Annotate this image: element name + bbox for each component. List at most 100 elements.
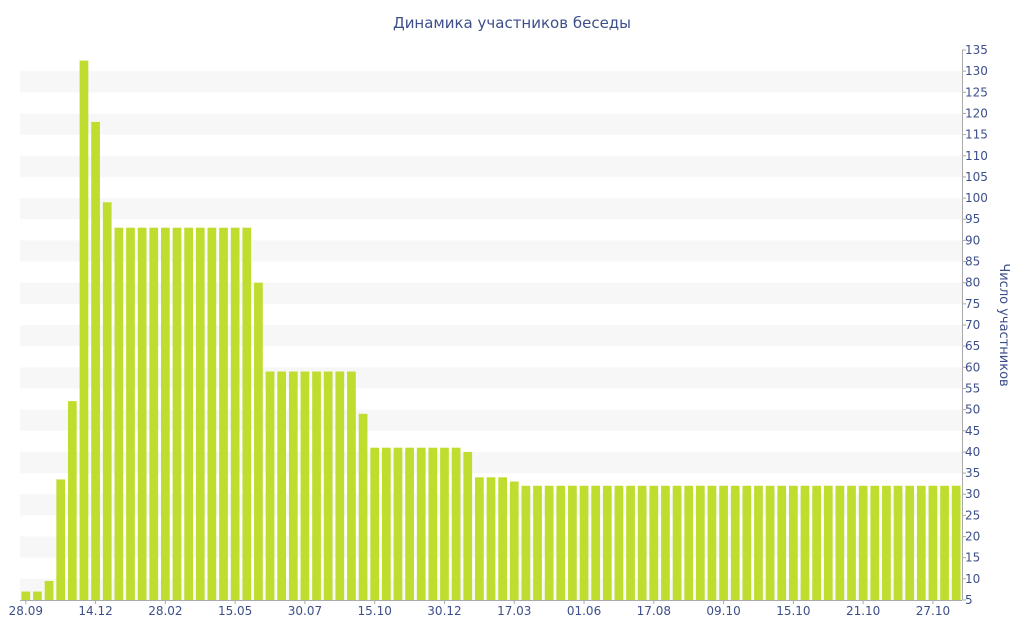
- y-tick-label: 85: [965, 255, 980, 269]
- bar: [91, 121, 100, 601]
- bar: [905, 485, 915, 600]
- y-tick-label: 80: [965, 276, 980, 290]
- bar: [230, 227, 240, 600]
- grid-band: [20, 113, 962, 135]
- bar: [858, 485, 868, 600]
- y-tick-label: 55: [965, 381, 980, 395]
- grid-band: [20, 71, 962, 93]
- bar: [602, 485, 612, 600]
- y-tick-label: 60: [965, 360, 980, 374]
- bar: [695, 485, 705, 600]
- bar: [323, 371, 333, 600]
- bar: [544, 485, 554, 600]
- bar: [416, 447, 426, 600]
- bar: [428, 447, 438, 600]
- bar: [742, 485, 752, 600]
- bar: [486, 477, 496, 600]
- bar: [219, 227, 228, 600]
- grid-band: [20, 155, 962, 177]
- bar: [916, 485, 926, 600]
- x-tick-label: 15.10: [358, 604, 392, 618]
- bar: [463, 451, 473, 600]
- bar: [940, 485, 949, 600]
- x-tick-label: 15.05: [218, 604, 252, 618]
- y-tick-label: 105: [965, 170, 988, 184]
- bar: [370, 447, 380, 600]
- x-tick-label: 17.08: [637, 604, 671, 618]
- bar: [823, 485, 833, 600]
- y-axis-ticks: 5 10 15 20 25 30 35 40 45 50 55 60 65 70 75 80 85 90 95 100…: [962, 43, 988, 607]
- bar: [498, 477, 507, 600]
- bar: [509, 481, 519, 600]
- bar: [568, 485, 577, 600]
- bar: [126, 227, 135, 600]
- y-tick-label: 90: [965, 233, 980, 247]
- bar: [591, 485, 601, 600]
- chart-title: Динамика участников беседы: [393, 14, 631, 32]
- bar: [475, 477, 484, 600]
- bar: [149, 227, 159, 600]
- bar: [67, 401, 77, 600]
- y-tick-label: 130: [965, 64, 988, 78]
- bar: [835, 485, 845, 600]
- x-tick-label: 28.09: [9, 604, 43, 618]
- bar: [277, 371, 287, 600]
- bars-group: [21, 60, 961, 601]
- bar: [812, 485, 821, 600]
- y-tick-label: 65: [965, 339, 980, 353]
- bar: [137, 227, 147, 600]
- bar: [556, 485, 566, 600]
- bar: [44, 580, 54, 600]
- bar: [56, 479, 66, 600]
- y-tick-label: 110: [965, 149, 988, 163]
- bar: [521, 485, 531, 600]
- x-tick-label: 27.10: [916, 604, 950, 618]
- bar: [870, 485, 880, 600]
- y-tick-label: 15: [965, 551, 980, 565]
- y-tick-label: 25: [965, 508, 980, 522]
- bar: [21, 591, 31, 600]
- bar: [300, 371, 310, 600]
- y-tick-label: 40: [965, 445, 980, 459]
- bar: [254, 282, 263, 600]
- bar: [951, 485, 961, 600]
- bar: [789, 485, 798, 600]
- bar: [405, 447, 414, 600]
- x-tick-label: 01.06: [567, 604, 601, 618]
- x-tick-label: 14.12: [78, 604, 112, 618]
- bar: [614, 485, 624, 600]
- bar: [265, 371, 275, 600]
- bar: [381, 447, 391, 600]
- x-tick-label: 28.02: [148, 604, 182, 618]
- bar: [184, 227, 193, 600]
- bar: [347, 371, 356, 600]
- bar: [882, 485, 891, 600]
- y-tick-label: 45: [965, 424, 980, 438]
- bar: [765, 485, 775, 600]
- y-tick-label: 115: [965, 128, 988, 142]
- x-tick-label: 15.10: [776, 604, 810, 618]
- bar: [719, 485, 728, 600]
- bar: [114, 227, 124, 600]
- y-tick-label: 95: [965, 212, 980, 226]
- bar: [626, 485, 635, 600]
- bar: [195, 227, 205, 600]
- grid-band: [20, 240, 962, 262]
- bar: [800, 485, 810, 600]
- y-tick-label: 100: [965, 191, 988, 205]
- bar: [242, 227, 252, 600]
- bar: [847, 485, 856, 600]
- bar: [172, 227, 182, 600]
- y-tick-label: 50: [965, 403, 980, 417]
- bar: [754, 485, 763, 600]
- y-tick-label: 10: [965, 572, 980, 586]
- bar: [684, 485, 694, 600]
- y-tick-label: 75: [965, 297, 980, 311]
- x-tick-label: 09.10: [706, 604, 740, 618]
- bar: [579, 485, 589, 600]
- x-tick-label: 30.12: [427, 604, 461, 618]
- y-tick-label: 30: [965, 487, 980, 501]
- bar: [730, 485, 740, 600]
